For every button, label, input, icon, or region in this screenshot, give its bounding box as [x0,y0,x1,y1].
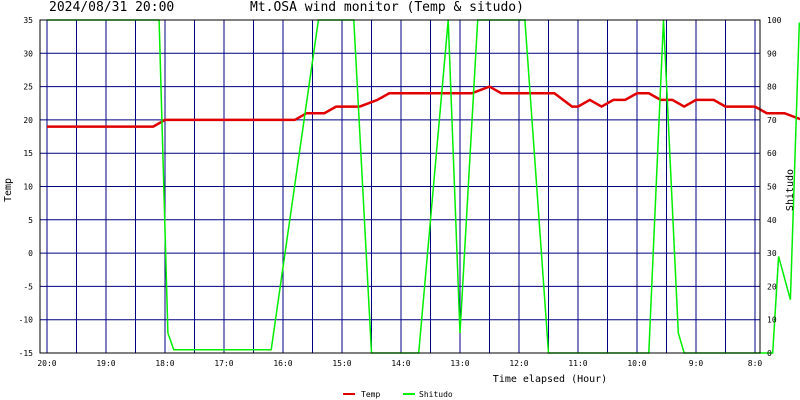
x-tick-label: 20:0 [37,359,56,368]
x-tick-label: 9:0 [689,359,704,368]
y-axis-label-right: Shitudo [785,169,796,211]
series-line-temp [47,85,800,128]
y-tick-label-right: 0 [767,349,772,358]
y-tick-label-left: -15 [19,349,34,358]
grid-lines [40,19,760,354]
x-tick-label: 14:0 [391,359,410,368]
plot-frame [39,19,761,354]
x-tick-label: 15:0 [332,359,351,368]
timestamp: 2024/08/31 20:00 [49,0,175,15]
y-tick-label-right: 30 [767,249,777,258]
y-tick-label-right: 20 [767,282,777,291]
y-tick-label-left: 30 [23,49,33,58]
y-tick-label-right: 90 [767,49,777,58]
y-tick-label-left: 0 [28,249,33,258]
x-tick-label: 11:0 [568,359,587,368]
y-tick-label-right: 40 [767,216,777,225]
left-y-axis-ticks: 35 30 25 20 15 10 5 0 -5 -10 -15 [19,16,34,358]
x-axis-ticks: 20:0 19:0 18:0 17:0 16:0 15:0 14:0 13:0 12:0 11:0… [37,359,762,368]
y-tick-label-left: 15 [23,149,33,158]
legend: Temp Shitudo [343,390,453,399]
y-tick-label-left: 5 [28,216,33,225]
legend-label-temp: Temp [361,390,380,399]
y-tick-label-right: 80 [767,83,777,92]
y-tick-label-left: 25 [23,83,33,92]
chart-title: Mt.OSA wind monitor (Temp & situdo) [250,0,524,15]
x-tick-label: 19:0 [96,359,115,368]
x-tick-label: 17:0 [214,359,233,368]
y-tick-label-right: 60 [767,149,777,158]
y-tick-label-left: 35 [23,16,33,25]
x-tick-label: 8:0 [748,359,763,368]
y-tick-label-right: 10 [767,316,777,325]
y-tick-label-left: 20 [23,116,33,125]
x-axis-label: Time elapsed (Hour) [493,374,607,385]
x-tick-label: 16:0 [273,359,292,368]
y-tick-label-right: 100 [767,16,782,25]
x-tick-label: 10:0 [627,359,646,368]
y-tick-label-left: -5 [23,282,33,291]
x-tick-label: 12:0 [509,359,528,368]
x-tick-label: 13:0 [450,359,469,368]
y-tick-label-right: 70 [767,116,777,125]
y-tick-label-left: 10 [23,183,33,192]
x-tick-label: 18:0 [155,359,174,368]
legend-label-shitudo: Shitudo [419,390,453,399]
y-tick-label-right: 50 [767,183,777,192]
y-axis-label-left: Temp [3,178,14,202]
y-tick-label-left: -10 [19,316,34,325]
